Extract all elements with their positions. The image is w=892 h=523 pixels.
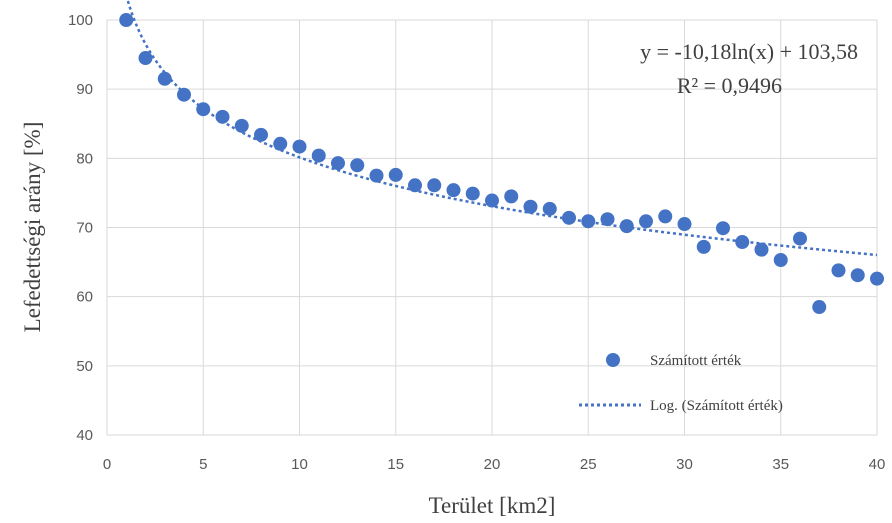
data-point bbox=[234, 118, 249, 133]
x-axis-title: Terület [km2] bbox=[429, 493, 556, 518]
y-tick-label: 70 bbox=[76, 220, 93, 237]
data-point bbox=[408, 178, 422, 193]
y-tick-label: 40 bbox=[76, 427, 93, 444]
data-point bbox=[350, 158, 365, 173]
x-tick-label: 25 bbox=[580, 456, 597, 473]
data-point bbox=[600, 212, 615, 227]
x-tick-label: 10 bbox=[291, 456, 308, 473]
data-point bbox=[311, 148, 326, 163]
data-point bbox=[850, 268, 865, 283]
data-point bbox=[331, 156, 345, 171]
data-point bbox=[273, 136, 288, 151]
y-tick-label: 50 bbox=[76, 358, 93, 375]
x-tick-label: 40 bbox=[869, 456, 886, 473]
data-point bbox=[138, 51, 153, 66]
data-point bbox=[658, 209, 673, 224]
data-point bbox=[754, 242, 769, 257]
x-tick-label: 20 bbox=[484, 456, 501, 473]
data-point bbox=[716, 221, 730, 236]
x-tick-label: 5 bbox=[199, 456, 207, 473]
y-tick-label: 80 bbox=[76, 150, 93, 167]
x-tick-label: 30 bbox=[676, 456, 693, 473]
data-point bbox=[215, 109, 230, 124]
data-point bbox=[292, 139, 307, 154]
x-tick-label: 35 bbox=[772, 456, 789, 473]
y-tick-label: 90 bbox=[76, 81, 93, 98]
data-point bbox=[369, 168, 384, 183]
data-point bbox=[581, 214, 596, 229]
data-point bbox=[735, 235, 750, 250]
trend-r-squared: R² = 0,9496 bbox=[677, 73, 782, 98]
data-point bbox=[446, 183, 461, 198]
trendline-layer bbox=[126, 0, 878, 257]
tick-labels: 0 5 10 15 20 25 30 35 40 40 50 60 70 80 90 100 bbox=[68, 12, 885, 473]
data-point bbox=[793, 231, 807, 246]
data-point bbox=[465, 186, 480, 201]
data-point bbox=[523, 199, 538, 214]
trendline bbox=[126, 0, 878, 257]
y-tick-label: 100 bbox=[68, 12, 93, 29]
x-tick-label: 15 bbox=[387, 456, 404, 473]
data-point bbox=[119, 13, 134, 27]
data-point bbox=[485, 193, 499, 208]
data-point bbox=[639, 214, 653, 229]
legend-label-points: Számított érték bbox=[650, 353, 742, 369]
data-point bbox=[619, 219, 634, 234]
data-point bbox=[542, 201, 557, 216]
legend-label-trendline: Log. (Számított érték) bbox=[650, 398, 783, 414]
data-point bbox=[831, 263, 846, 278]
data-point bbox=[157, 71, 172, 86]
data-point bbox=[504, 189, 519, 204]
legend-marker-points bbox=[606, 353, 620, 367]
data-point bbox=[773, 253, 788, 268]
data-point bbox=[677, 217, 692, 232]
data-point bbox=[177, 87, 191, 102]
x-tick-label: 0 bbox=[103, 456, 111, 473]
data-point bbox=[254, 127, 268, 142]
data-point bbox=[196, 102, 211, 117]
legend: Számított érték Log. (Számított érték) bbox=[579, 353, 783, 414]
data-point bbox=[870, 271, 884, 286]
y-tick-label: 60 bbox=[76, 289, 93, 306]
trend-equation: y = -10,18ln(x) + 103,58 bbox=[640, 39, 858, 64]
data-point bbox=[812, 300, 827, 315]
data-points bbox=[119, 13, 884, 315]
data-point bbox=[388, 167, 403, 182]
data-point bbox=[696, 239, 711, 254]
y-axis-title: Lefedettségi arány [%] bbox=[20, 122, 45, 333]
data-point bbox=[562, 210, 576, 225]
data-point bbox=[427, 178, 442, 193]
